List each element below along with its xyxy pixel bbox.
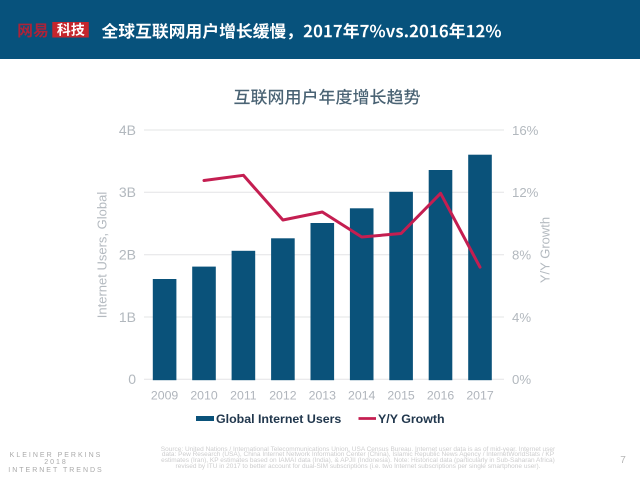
svg-text:Internet Users, Global: Internet Users, Global: [95, 192, 110, 319]
svg-text:2B: 2B: [119, 247, 136, 263]
svg-text:2011: 2011: [230, 389, 257, 403]
svg-text:2010: 2010: [190, 389, 218, 403]
svg-text:2014: 2014: [348, 389, 376, 403]
svg-text:2015: 2015: [387, 389, 415, 403]
svg-text:Y/Y Growth: Y/Y Growth: [378, 412, 445, 426]
svg-text:12%: 12%: [512, 185, 539, 200]
svg-text:0%: 0%: [512, 372, 531, 387]
svg-text:1B: 1B: [119, 309, 136, 325]
svg-text:8%: 8%: [512, 248, 531, 263]
svg-text:Y/Y Growth: Y/Y Growth: [537, 217, 552, 283]
svg-text:3B: 3B: [119, 184, 136, 200]
svg-text:2009: 2009: [151, 389, 179, 403]
svg-text:2017: 2017: [466, 389, 494, 403]
svg-text:4B: 4B: [119, 122, 136, 138]
svg-text:Global Internet Users: Global Internet Users: [216, 412, 341, 426]
svg-text:16%: 16%: [512, 123, 539, 138]
svg-text:0: 0: [128, 371, 136, 387]
svg-text:4%: 4%: [512, 310, 531, 325]
svg-text:2012: 2012: [269, 389, 297, 403]
svg-text:2016: 2016: [427, 389, 455, 403]
svg-text:2013: 2013: [309, 389, 337, 403]
